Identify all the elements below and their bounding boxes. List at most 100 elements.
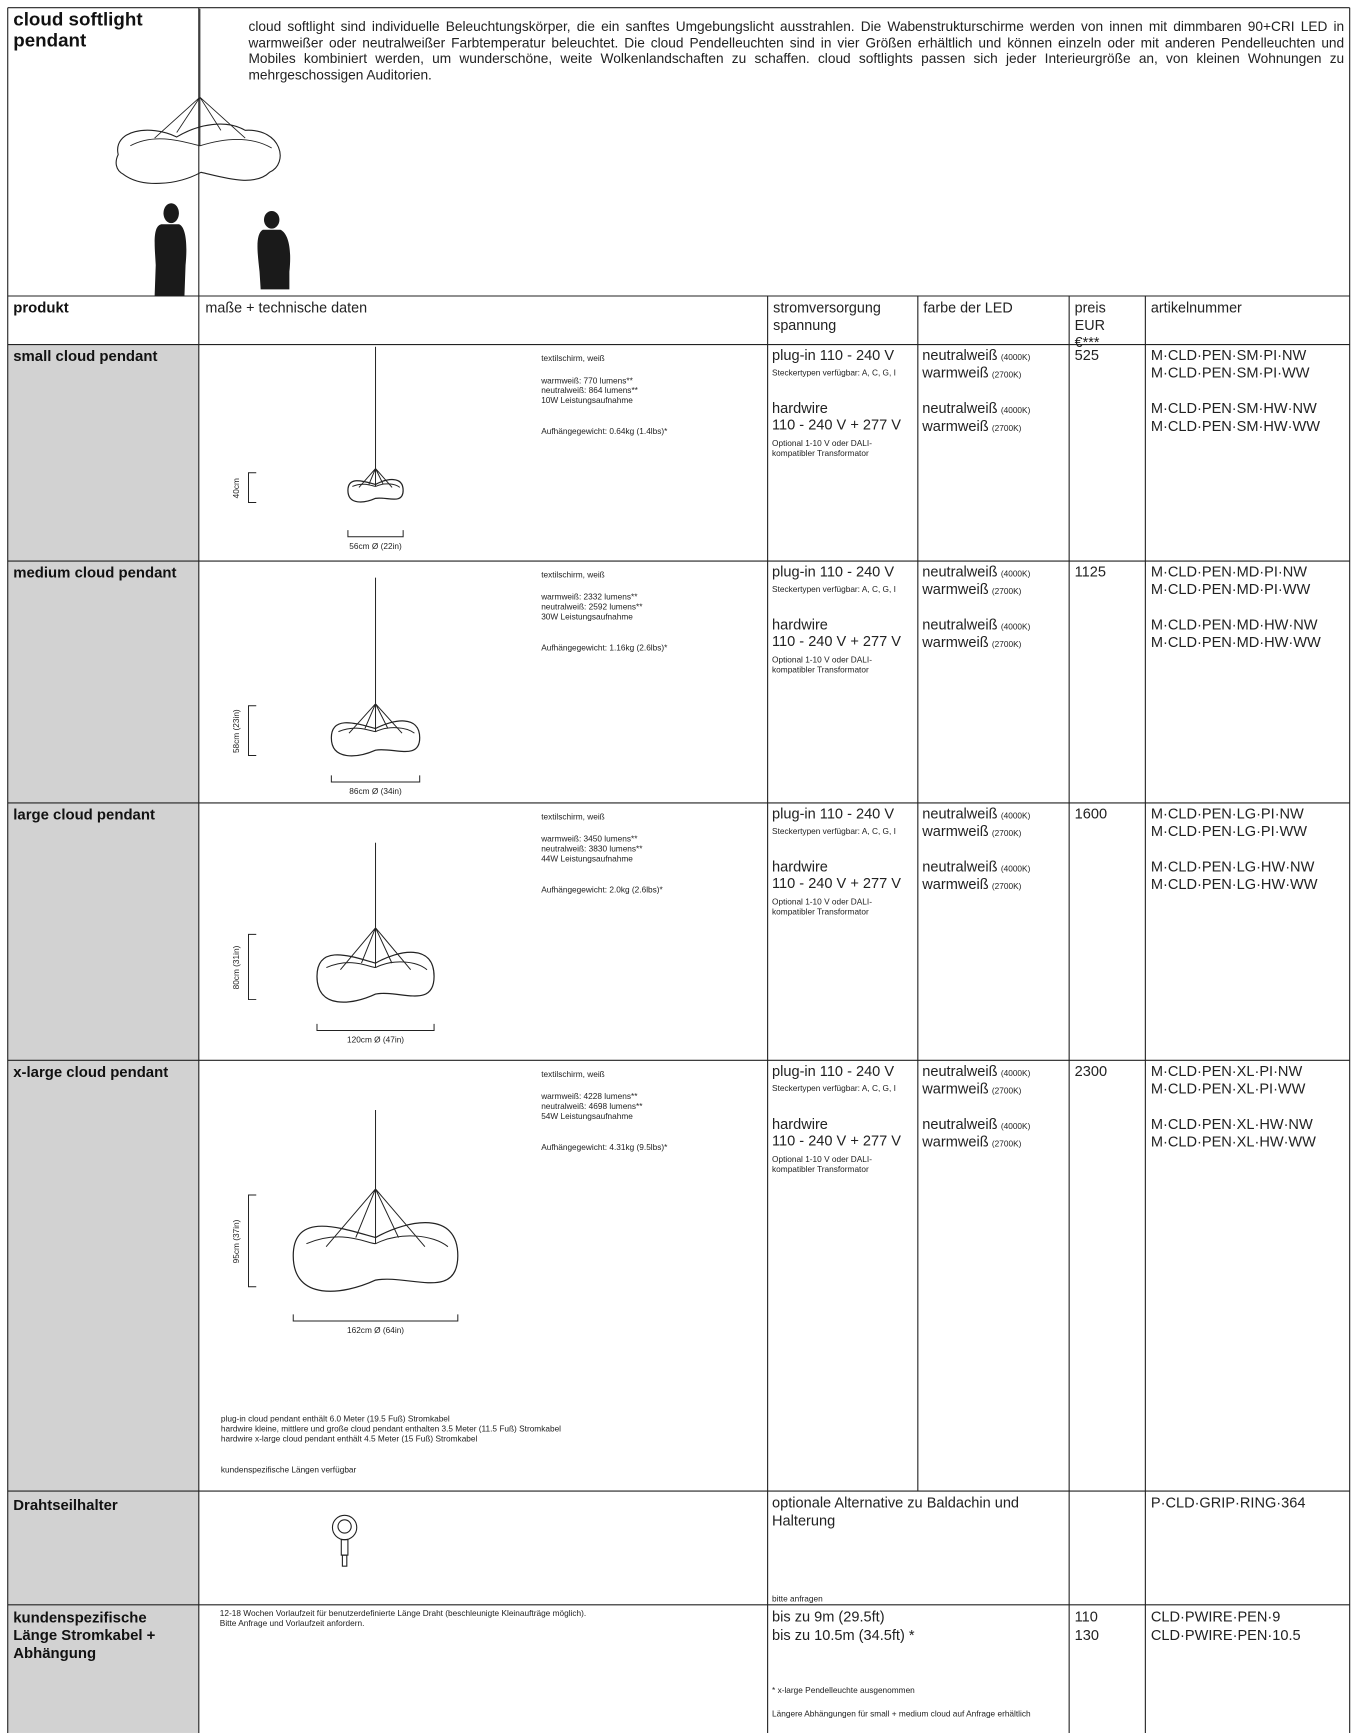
lamp-line xyxy=(330,775,421,783)
led-color: warmweiß (2700K) xyxy=(922,876,1021,895)
custom-lengths-note: kundenspezifische Längen verfügbar xyxy=(220,1464,357,1475)
power-hardwire: hardwire xyxy=(772,399,828,417)
lamp-line xyxy=(347,478,404,503)
spec-line: 44W Leistungsaufnahme xyxy=(541,853,633,864)
article-number: M·CLD·PEN·LG·PI·NW xyxy=(1150,805,1304,822)
price: 1125 xyxy=(1074,563,1106,580)
price: 130 xyxy=(1074,1626,1099,1644)
led-color: neutralweiß (4000K) xyxy=(922,347,1030,366)
article-number: M·CLD·PEN·LG·HW·NW xyxy=(1150,858,1315,875)
product-name: x-large cloud pendant xyxy=(13,1063,169,1081)
transformer-option: Optional 1-10 V oder DALI-kompatibler Tr… xyxy=(772,896,872,917)
price: 1600 xyxy=(1074,805,1108,822)
article-number: M·CLD·PEN·XL·PI·NW xyxy=(1150,1062,1303,1080)
lamp-line xyxy=(292,1314,459,1322)
holder-description: optionale Alternative zu Baldachin und H… xyxy=(772,1494,1020,1529)
plug-types: Steckertypen verfügbar: A, C, G, I xyxy=(772,1083,896,1094)
lamp-line xyxy=(338,727,415,734)
price: 2300 xyxy=(1074,1062,1108,1080)
hardwire-voltage: 110 - 240 V + 277 V xyxy=(772,874,901,892)
spec-line: neutralweiß: 3830 lumens** xyxy=(541,843,643,854)
hardwire-voltage: 110 - 240 V + 277 V xyxy=(772,632,901,650)
column-heading: farbe der LED xyxy=(923,299,1013,316)
column-heading: stromversorgung spannung xyxy=(773,299,881,334)
product-name: Drahtseilhalter xyxy=(13,1496,118,1514)
lamp-line xyxy=(352,483,401,488)
power-plugin: plug-in 110 - 240 V xyxy=(772,346,895,364)
led-color: warmweiß (2700K) xyxy=(922,634,1021,653)
footnote: Längere Abhängungen für small + medium c… xyxy=(772,1708,1031,1719)
color-name: warmweiß xyxy=(922,580,989,598)
color-name: warmweiß xyxy=(922,1080,989,1097)
weight: Aufhängegewicht: 1.16kg (2.6lbs)* xyxy=(541,642,668,653)
spec-line: 30W Leistungsaufnahme xyxy=(541,611,633,622)
article-number: M·CLD·PEN·SM·PI·WW xyxy=(1150,364,1310,382)
lamp-line xyxy=(358,468,393,488)
lamp-line xyxy=(348,703,403,734)
price: 525 xyxy=(1074,346,1099,364)
column-heading: preis EUR €*** xyxy=(1074,299,1106,351)
width-dimension: 86cm Ø (34in) xyxy=(349,786,402,797)
color-name: neutralweiß xyxy=(922,805,998,822)
color-temperature: (4000K) xyxy=(1000,1068,1031,1078)
footnote: * x-large Pendelleuchte ausgenommen xyxy=(772,1685,915,1696)
product-name: medium cloud pendant xyxy=(13,564,177,581)
led-color: warmweiß (2700K) xyxy=(922,364,1021,383)
lamp-line xyxy=(248,933,257,1001)
product-name: small cloud pendant xyxy=(13,347,158,365)
color-name: neutralweiß xyxy=(922,563,998,580)
lamp-line xyxy=(292,1222,459,1292)
power-hardwire: hardwire xyxy=(772,1115,828,1133)
column-heading: artikelnummer xyxy=(1150,299,1242,316)
lead-time-note: Bitte Anfrage und Vorlaufzeit anfordern. xyxy=(219,1618,365,1629)
color-temperature: (2700K) xyxy=(991,1138,1022,1149)
color-temperature: (4000K) xyxy=(1000,621,1031,632)
color-temperature: (2700K) xyxy=(991,828,1022,839)
lamp-line xyxy=(340,927,412,971)
lamp-line xyxy=(330,720,421,757)
color-name: neutralweiß xyxy=(922,1115,998,1133)
color-temperature: (4000K) xyxy=(1000,405,1031,416)
hardwire-voltage: 110 - 240 V + 277 V xyxy=(772,1132,901,1149)
led-color: neutralweiß (4000K) xyxy=(922,858,1030,877)
color-name: neutralweiß xyxy=(922,399,998,417)
color-temperature: (2700K) xyxy=(991,423,1022,433)
column-heading: maße + technische daten xyxy=(205,299,368,316)
material: textilschirm, weiß xyxy=(541,1069,605,1080)
article-number: M·CLD·PEN·SM·HW·WW xyxy=(1150,417,1320,435)
led-color: warmweiß (2700K) xyxy=(922,581,1021,600)
led-color: warmweiß (2700K) xyxy=(922,1133,1021,1152)
lamp-line xyxy=(316,951,435,1003)
spec-line: neutralweiß: 864 lumens** xyxy=(541,385,638,396)
product-name: large cloud pendant xyxy=(13,806,155,823)
color-temperature: (4000K) xyxy=(1000,568,1031,579)
led-color: warmweiß (2700K) xyxy=(922,417,1021,436)
transformer-option: Optional 1-10 V oder DALI-kompatibler Tr… xyxy=(772,1154,872,1175)
spec-line: 54W Leistungsaufnahme xyxy=(541,1111,633,1122)
color-temperature: (4000K) xyxy=(1000,810,1031,821)
article-number: P·CLD·GRIP·RING·364 xyxy=(1150,1494,1306,1511)
lamp-line xyxy=(347,530,404,538)
color-temperature: (4000K) xyxy=(1000,352,1031,363)
weight: Aufhängegewicht: 4.31kg (9.5lbs)* xyxy=(541,1142,668,1152)
hardwire-voltage: 110 - 240 V + 277 V xyxy=(772,416,901,433)
weight: Aufhängegewicht: 0.64kg (1.4lbs)* xyxy=(541,426,668,437)
color-name: warmweiß xyxy=(922,633,989,651)
led-color: neutralweiß (4000K) xyxy=(922,400,1030,419)
product-description: cloud softlight sind individuelle Beleuc… xyxy=(248,18,1345,83)
material: textilschirm, weiß xyxy=(541,569,605,580)
article-number: M·CLD·PEN·SM·HW·NW xyxy=(1150,399,1317,417)
spec-line: warmweiß: 770 lumens** xyxy=(541,375,633,386)
color-name: neutralweiß xyxy=(922,616,998,633)
product-name: kundenspezifische Länge Stromkabel + Abh… xyxy=(13,1609,156,1662)
power-plugin: plug-in 110 - 240 V xyxy=(772,805,895,822)
color-temperature: (4000K) xyxy=(1000,1121,1031,1131)
article-number: M·CLD·PEN·MD·HW·WW xyxy=(1150,633,1321,651)
power-plugin: plug-in 110 - 240 V xyxy=(772,1062,895,1080)
spec-line: warmweiß: 3450 lumens** xyxy=(541,833,638,844)
lamp-line xyxy=(325,1188,426,1248)
height-dimension: 40cm xyxy=(231,477,242,498)
lamp-line xyxy=(248,1194,257,1288)
